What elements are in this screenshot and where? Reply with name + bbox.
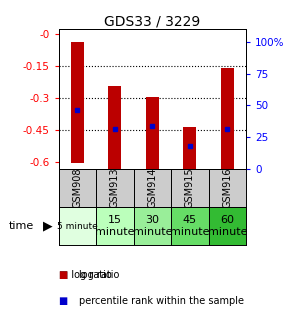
Text: 60
minute: 60 minute xyxy=(208,215,247,237)
Text: ▶: ▶ xyxy=(42,220,52,232)
Text: percentile rank within the sample: percentile rank within the sample xyxy=(79,296,244,306)
Bar xyxy=(209,169,246,207)
Bar xyxy=(183,127,196,170)
Text: ■: ■ xyxy=(59,270,68,280)
Text: GSM914: GSM914 xyxy=(147,167,157,208)
Bar xyxy=(134,207,171,245)
Bar xyxy=(96,207,134,245)
Bar xyxy=(134,169,171,207)
Bar xyxy=(209,207,246,245)
Bar xyxy=(171,169,209,207)
Bar xyxy=(221,68,234,170)
Text: log ratio: log ratio xyxy=(79,270,120,280)
Text: GSM908: GSM908 xyxy=(72,167,82,208)
Text: GSM915: GSM915 xyxy=(185,167,195,208)
Text: 45
minute: 45 minute xyxy=(170,215,209,237)
Text: GSM916: GSM916 xyxy=(222,167,232,208)
Text: 30
minute: 30 minute xyxy=(133,215,172,237)
Text: time: time xyxy=(9,221,34,231)
Title: GDS33 / 3229: GDS33 / 3229 xyxy=(104,14,200,28)
Bar xyxy=(108,86,121,170)
Bar xyxy=(71,42,84,163)
Text: 5 minute: 5 minute xyxy=(57,222,98,231)
Text: ■: ■ xyxy=(59,296,68,306)
Bar xyxy=(171,207,209,245)
Bar xyxy=(59,169,96,207)
Bar xyxy=(59,207,96,245)
Text: ■ log ratio: ■ log ratio xyxy=(59,270,111,280)
Text: 15
minute: 15 minute xyxy=(95,215,134,237)
Text: GSM913: GSM913 xyxy=(110,167,120,208)
Bar xyxy=(146,97,159,170)
Bar xyxy=(96,169,134,207)
